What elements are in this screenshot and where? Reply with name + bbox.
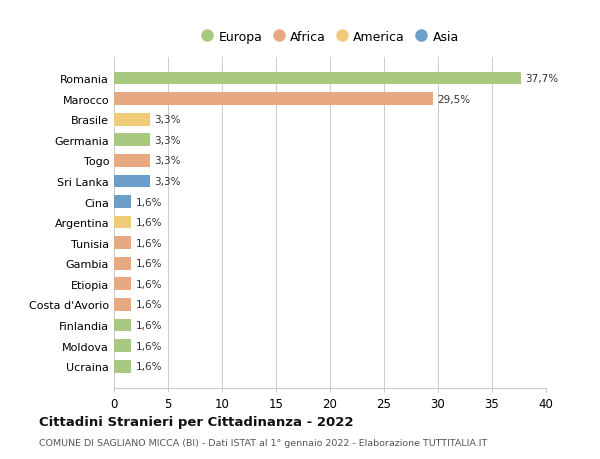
Bar — [114, 278, 131, 291]
Legend: Europa, Africa, America, Asia: Europa, Africa, America, Asia — [197, 27, 463, 48]
Text: Cittadini Stranieri per Cittadinanza - 2022: Cittadini Stranieri per Cittadinanza - 2… — [39, 415, 353, 428]
Bar — [114, 134, 149, 147]
Bar — [114, 196, 131, 208]
Text: 3,3%: 3,3% — [154, 115, 181, 125]
Text: 3,3%: 3,3% — [154, 156, 181, 166]
Text: 1,6%: 1,6% — [136, 279, 162, 289]
Text: 3,3%: 3,3% — [154, 177, 181, 186]
Bar — [114, 298, 131, 311]
Bar — [114, 175, 149, 188]
Bar — [114, 155, 149, 168]
Bar — [114, 216, 131, 229]
Bar — [114, 340, 131, 353]
Text: 1,6%: 1,6% — [136, 197, 162, 207]
Text: 29,5%: 29,5% — [437, 95, 470, 104]
Bar — [114, 113, 149, 126]
Text: COMUNE DI SAGLIANO MICCA (BI) - Dati ISTAT al 1° gennaio 2022 - Elaborazione TUT: COMUNE DI SAGLIANO MICCA (BI) - Dati IST… — [39, 438, 487, 448]
Text: 1,6%: 1,6% — [136, 362, 162, 371]
Bar — [114, 237, 131, 250]
Text: 1,6%: 1,6% — [136, 320, 162, 330]
Bar — [114, 73, 521, 85]
Text: 1,6%: 1,6% — [136, 218, 162, 228]
Text: 1,6%: 1,6% — [136, 300, 162, 310]
Text: 1,6%: 1,6% — [136, 259, 162, 269]
Bar — [114, 360, 131, 373]
Text: 1,6%: 1,6% — [136, 341, 162, 351]
Bar — [114, 319, 131, 332]
Text: 3,3%: 3,3% — [154, 135, 181, 146]
Text: 37,7%: 37,7% — [526, 74, 559, 84]
Bar — [114, 93, 433, 106]
Text: 1,6%: 1,6% — [136, 238, 162, 248]
Bar — [114, 257, 131, 270]
